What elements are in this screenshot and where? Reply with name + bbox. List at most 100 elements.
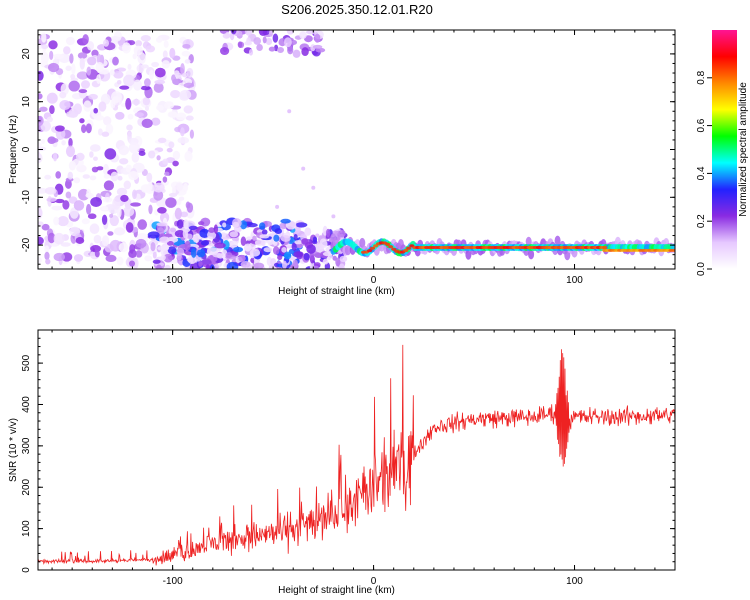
spectrogram-cell [183, 182, 189, 192]
spectrogram-cell [128, 260, 136, 267]
spectrogram-cell [48, 40, 58, 50]
spectrogram-cell [299, 31, 307, 40]
spectrogram-cell [230, 30, 237, 35]
spectrogram-cell [109, 213, 114, 218]
spectrogram-cell [86, 41, 95, 51]
spectrogram-cell [602, 245, 608, 250]
spectrogram-cell [93, 156, 98, 161]
spectrogram-cell [301, 238, 309, 245]
spectrogram-cell [259, 234, 270, 239]
spectrogram-cell [156, 155, 161, 161]
spectrogram-cell [38, 236, 44, 246]
spectrogram-cell [144, 105, 150, 111]
spectrogram-cell [144, 255, 153, 262]
spectrogram-cell [127, 63, 132, 70]
spectrogram-x-axis-label: Height of straight line (km) [278, 286, 395, 297]
spectrogram-cell [152, 251, 157, 259]
spectrogram-cell [244, 41, 253, 46]
spectrogram-y-axis-label: Frequency (Hz) [8, 115, 19, 184]
spectrogram-cell [174, 207, 182, 220]
spectrogram-cell [240, 236, 247, 247]
spectrogram-cell [272, 33, 279, 43]
spectrogram-cell [268, 264, 276, 269]
spectrogram-cell [293, 233, 298, 241]
spectrogram-heatmap [38, 30, 675, 269]
spectrogram-cell [114, 197, 122, 202]
spectrogram-cell [109, 35, 121, 42]
spectrogram-cell [179, 89, 192, 100]
spectrogram-cell [153, 190, 164, 201]
spectrogram-cell [181, 72, 189, 78]
spectrogram-y-tick-label: 0 [21, 146, 32, 152]
spectrogram-cell [54, 198, 65, 204]
spectrogram-cell [102, 197, 113, 203]
spectrogram-cell [52, 152, 58, 162]
spectrogram-cell [49, 105, 55, 115]
spectrogram-cell [94, 249, 100, 258]
spectrogram-cell [41, 44, 49, 50]
spectrogram-cell [229, 231, 239, 238]
spectrogram-cell [46, 92, 58, 104]
spectrogram-cell [101, 205, 109, 212]
spectrogram-cell [253, 37, 262, 45]
spectrogram-cell [244, 243, 252, 252]
spectrogram-cell [157, 206, 167, 214]
spectrogram-cell [249, 248, 261, 257]
spectrogram-cell [205, 264, 211, 269]
spectrogram-cell [133, 79, 142, 91]
spectrogram-cell [198, 221, 205, 226]
spectrogram-cell [38, 221, 44, 227]
spectrogram-cell [268, 30, 274, 37]
spectrogram-cell [256, 43, 263, 52]
spectrogram-cell [131, 98, 141, 106]
spectrogram-cell [156, 222, 168, 227]
spectrogram-cell [339, 255, 348, 263]
spectrogram-cell [359, 237, 366, 248]
spectrogram-cell [273, 234, 280, 242]
spectrogram-x-tick-label: 100 [566, 275, 583, 286]
snr-y-tick-label: 200 [21, 478, 32, 495]
spectrogram-cell [170, 89, 181, 99]
spectrogram-cell [671, 248, 675, 252]
spectrogram-cell [41, 32, 47, 43]
spectrogram-cell [213, 263, 220, 269]
spectrogram-cell [134, 112, 144, 118]
spectrogram-cell [312, 236, 318, 243]
spectrogram-cell [119, 158, 129, 165]
spectrogram-cell [125, 164, 132, 173]
spectrogram-cell [276, 47, 285, 53]
spectrogram-cell [325, 228, 331, 238]
spectrogram-cell [554, 235, 561, 246]
spectrogram-cell [53, 252, 66, 262]
spectrogram-cell [93, 107, 98, 114]
spectrogram-cell [262, 36, 267, 44]
spectrogram-cell [65, 145, 76, 158]
spectrogram-cell [109, 215, 119, 227]
spectrogram-cell [63, 46, 71, 55]
spectrogram-cell [287, 45, 294, 55]
spectrogram-cell [213, 224, 219, 234]
spectrogram-cell [138, 151, 146, 156]
spectrogram-cell [144, 78, 151, 87]
spectrogram-cell [283, 251, 292, 260]
spectrogram-cell [172, 160, 179, 167]
spectrogram-cell [61, 140, 66, 146]
spectrogram-cell [153, 82, 164, 93]
spectrogram-cell [93, 114, 105, 121]
spectrogram-cell [132, 189, 137, 200]
spectrogram-cell [311, 185, 316, 190]
spectrogram-cell [135, 250, 143, 258]
spectrogram-cell [220, 232, 227, 238]
spectrogram-cell [238, 254, 246, 262]
spectrogram-cell [38, 187, 48, 194]
spectrogram-cell [95, 62, 104, 73]
spectrogram-cell [322, 258, 329, 265]
spectrogram-cell [287, 109, 292, 114]
spectrogram-cell [39, 106, 48, 112]
spectrogram-cell [98, 101, 107, 112]
spectrogram-cell [155, 36, 163, 43]
spectrogram-cell [38, 93, 43, 100]
spectrogram-cell [118, 242, 129, 253]
spectrogram-cell [314, 244, 325, 253]
spectrogram-cell [184, 150, 193, 162]
